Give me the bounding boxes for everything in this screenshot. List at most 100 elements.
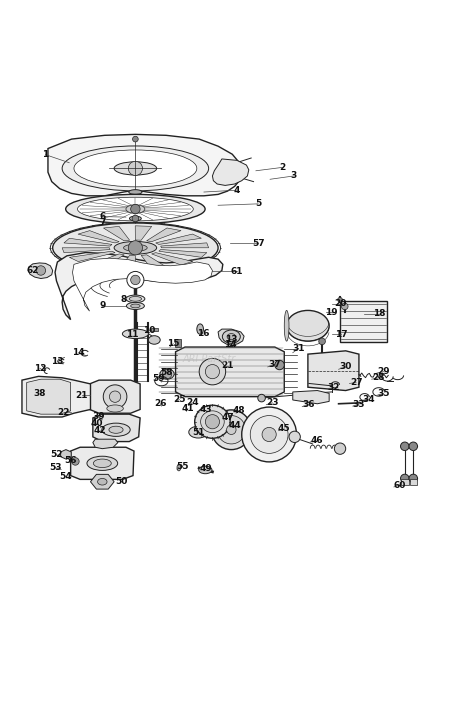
Polygon shape [78,230,119,243]
Text: 54: 54 [60,472,72,481]
Text: 31: 31 [292,344,305,353]
Ellipse shape [129,190,142,195]
Text: 48: 48 [233,406,246,416]
Ellipse shape [77,198,193,221]
FancyBboxPatch shape [410,479,417,485]
Polygon shape [93,439,118,448]
Text: 62: 62 [27,265,39,275]
Circle shape [131,205,140,214]
Text: 61: 61 [231,267,243,276]
Ellipse shape [195,405,230,438]
Text: 44: 44 [228,421,241,430]
Circle shape [409,474,418,483]
Polygon shape [152,252,193,265]
Text: 16: 16 [197,329,209,338]
Text: 52: 52 [50,451,63,459]
Ellipse shape [148,336,160,344]
Circle shape [131,275,140,284]
Circle shape [162,369,172,379]
Text: 41: 41 [182,404,194,413]
Text: 12: 12 [34,364,46,373]
Text: 32: 32 [328,383,340,391]
Text: 38: 38 [33,389,46,399]
Circle shape [127,272,144,289]
Circle shape [132,215,139,222]
Text: 6: 6 [99,212,105,221]
Ellipse shape [129,297,142,301]
Circle shape [250,416,288,453]
Text: 7: 7 [99,218,106,227]
Text: 60: 60 [394,481,406,490]
Polygon shape [27,379,71,414]
Text: 46: 46 [310,436,323,445]
Text: 11: 11 [126,330,138,339]
Circle shape [205,415,219,429]
Text: 34: 34 [362,394,375,404]
Ellipse shape [127,302,145,309]
Polygon shape [218,329,244,345]
FancyBboxPatch shape [401,479,409,485]
Polygon shape [119,255,136,270]
Polygon shape [71,447,134,479]
Polygon shape [48,134,242,196]
Ellipse shape [199,466,212,473]
Text: 3: 3 [291,171,297,180]
Text: 35: 35 [377,389,390,399]
Ellipse shape [74,150,197,187]
Circle shape [334,443,346,454]
Circle shape [205,364,219,379]
Polygon shape [90,380,140,414]
Text: ARI PartStr: ARI PartStr [182,354,235,364]
Ellipse shape [129,216,141,221]
Text: 21: 21 [76,391,88,400]
Text: 15: 15 [167,339,180,348]
FancyBboxPatch shape [151,328,158,332]
Circle shape [401,442,409,451]
Polygon shape [293,391,329,404]
Text: 49: 49 [200,464,213,473]
Ellipse shape [124,245,147,252]
Text: 45: 45 [278,424,291,434]
Ellipse shape [87,456,118,471]
Text: 27: 27 [350,378,363,387]
Ellipse shape [114,162,156,175]
Text: 8: 8 [120,294,127,304]
Text: 10: 10 [143,326,156,334]
Polygon shape [135,226,152,240]
Text: 40: 40 [91,419,103,428]
Text: 43: 43 [200,405,213,414]
Polygon shape [159,250,207,257]
Circle shape [103,385,127,409]
Ellipse shape [53,223,218,272]
Circle shape [227,425,236,434]
Polygon shape [141,255,167,270]
Ellipse shape [122,329,148,339]
Polygon shape [103,226,129,241]
Circle shape [275,360,284,370]
Text: 51: 51 [192,428,204,437]
Ellipse shape [126,295,145,302]
Polygon shape [91,474,114,489]
Text: 39: 39 [93,413,105,421]
Ellipse shape [98,478,107,485]
Text: 20: 20 [334,299,346,308]
Ellipse shape [114,242,156,254]
Circle shape [211,410,251,450]
Text: 59: 59 [153,374,165,383]
Ellipse shape [62,146,209,191]
Ellipse shape [66,195,205,224]
Polygon shape [212,159,249,185]
Circle shape [262,427,276,441]
Text: 17: 17 [335,330,347,339]
Polygon shape [308,351,359,391]
Circle shape [109,391,121,402]
Ellipse shape [189,426,208,438]
Circle shape [337,297,342,302]
Ellipse shape [287,310,329,341]
Ellipse shape [107,405,123,412]
Circle shape [72,458,79,465]
Text: 30: 30 [339,362,352,371]
Polygon shape [146,228,181,242]
Polygon shape [340,301,387,342]
Ellipse shape [130,223,141,227]
